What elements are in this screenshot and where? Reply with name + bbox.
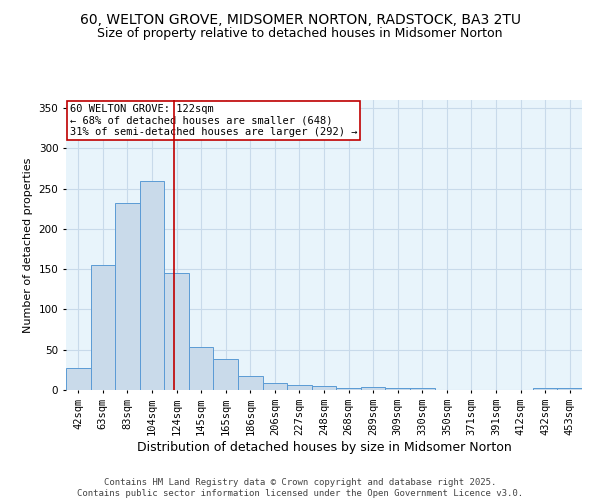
Bar — [214, 360, 238, 390]
Bar — [557, 388, 582, 390]
Bar — [336, 388, 361, 390]
Bar — [115, 203, 140, 390]
Bar — [385, 388, 410, 390]
Bar — [91, 265, 115, 390]
X-axis label: Distribution of detached houses by size in Midsomer Norton: Distribution of detached houses by size … — [137, 440, 511, 454]
Bar — [287, 385, 312, 390]
Bar — [189, 348, 214, 390]
Bar — [533, 388, 557, 390]
Text: 60, WELTON GROVE, MIDSOMER NORTON, RADSTOCK, BA3 2TU: 60, WELTON GROVE, MIDSOMER NORTON, RADST… — [79, 12, 521, 26]
Bar — [164, 273, 189, 390]
Text: Size of property relative to detached houses in Midsomer Norton: Size of property relative to detached ho… — [97, 28, 503, 40]
Bar — [238, 376, 263, 390]
Bar — [263, 383, 287, 390]
Text: 60 WELTON GROVE: 122sqm
← 68% of detached houses are smaller (648)
31% of semi-d: 60 WELTON GROVE: 122sqm ← 68% of detache… — [70, 104, 357, 137]
Bar — [66, 368, 91, 390]
Bar — [361, 387, 385, 390]
Bar — [410, 388, 434, 390]
Bar — [312, 386, 336, 390]
Text: Contains HM Land Registry data © Crown copyright and database right 2025.
Contai: Contains HM Land Registry data © Crown c… — [77, 478, 523, 498]
Y-axis label: Number of detached properties: Number of detached properties — [23, 158, 33, 332]
Bar — [140, 180, 164, 390]
